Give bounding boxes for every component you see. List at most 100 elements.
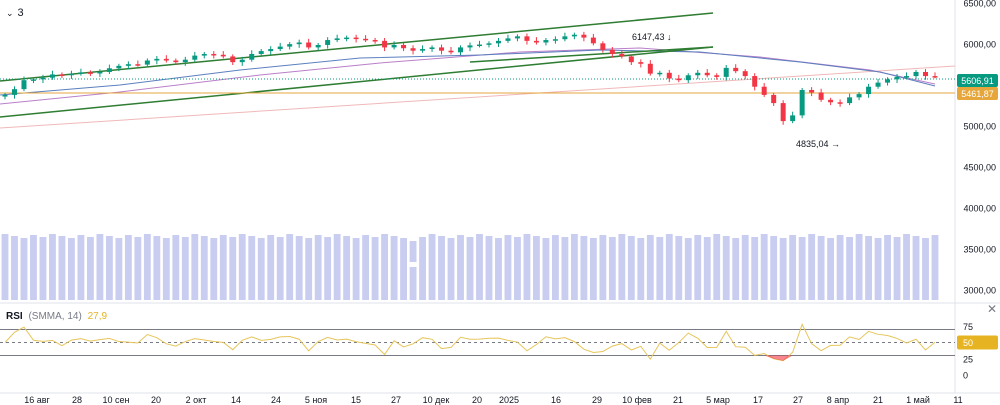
volume-bar bbox=[561, 237, 569, 300]
time-axis-label: 14 bbox=[231, 395, 241, 405]
volume-bar bbox=[400, 238, 407, 300]
level-price-badge bbox=[957, 87, 998, 100]
volume-bar bbox=[390, 236, 398, 300]
candle-body bbox=[695, 72, 701, 76]
volume-bar bbox=[827, 238, 835, 300]
candle-body bbox=[2, 94, 8, 97]
time-axis-label: 11 bbox=[953, 395, 962, 405]
candle-body bbox=[391, 44, 397, 48]
volume-bar bbox=[324, 237, 332, 300]
volume-bar bbox=[257, 238, 265, 300]
volume-bar bbox=[912, 236, 920, 300]
volume-bar bbox=[210, 238, 218, 300]
candle-body bbox=[420, 49, 426, 51]
candle-body bbox=[372, 40, 378, 42]
volume-bar bbox=[865, 236, 872, 300]
volume-bar bbox=[694, 235, 702, 300]
candle-body bbox=[173, 60, 179, 63]
low-annotation: 4835,04 → bbox=[796, 139, 840, 149]
candle-body bbox=[201, 53, 207, 56]
time-axis-label: 16 bbox=[551, 395, 561, 405]
rsi-badge-label: 50 bbox=[963, 338, 973, 348]
volume-bar bbox=[741, 235, 749, 300]
volume-bar bbox=[409, 241, 417, 300]
candle-body bbox=[552, 39, 558, 41]
time-axis-label: 16 авг bbox=[24, 395, 50, 405]
candle-body bbox=[638, 62, 644, 64]
time-axis-label: 2 окт bbox=[186, 395, 207, 405]
candle-body bbox=[742, 71, 748, 77]
volume-bar bbox=[172, 235, 180, 300]
rsi-badge bbox=[957, 335, 998, 350]
time-axis-label: 5 мар bbox=[706, 395, 730, 405]
volume-bar bbox=[514, 237, 521, 300]
volume-bar bbox=[352, 238, 360, 300]
volume-bar bbox=[200, 236, 208, 300]
candle-body bbox=[856, 94, 862, 98]
close-icon[interactable]: ✕ bbox=[986, 302, 998, 316]
rsi-tick-label: 0 bbox=[963, 371, 968, 381]
candle-body bbox=[486, 43, 492, 45]
time-axis-label: 21 bbox=[673, 395, 683, 405]
candle-body bbox=[97, 71, 103, 74]
pane-collapse-button[interactable]: ⌄ 3 bbox=[2, 5, 28, 21]
candle-body bbox=[182, 59, 188, 63]
time-axis-label: 17 bbox=[753, 395, 763, 405]
rsi-legend-value: 27,9 bbox=[87, 311, 108, 322]
volume-bar bbox=[11, 236, 18, 300]
volume-bar bbox=[751, 237, 759, 300]
candle-body bbox=[268, 49, 274, 52]
candle-body bbox=[761, 86, 767, 95]
time-axis-label: 24 bbox=[271, 395, 281, 405]
rsi-legend[interactable]: RSI (SMMA, 14) 27,9 bbox=[6, 311, 107, 323]
candlesticks bbox=[2, 31, 938, 125]
volume-bar bbox=[49, 234, 56, 300]
candle-body bbox=[315, 44, 321, 48]
volume-bar bbox=[570, 234, 578, 300]
candle-body bbox=[514, 36, 520, 39]
candle-body bbox=[68, 73, 74, 76]
candle-body bbox=[609, 49, 615, 54]
candle-body bbox=[875, 82, 881, 87]
candle-body bbox=[287, 44, 293, 47]
time-axis-label: 8 апр bbox=[827, 395, 849, 405]
volume-bar bbox=[637, 238, 645, 300]
candle-body bbox=[258, 51, 264, 54]
volume-bar bbox=[96, 234, 104, 300]
time-axis-label: 20 bbox=[151, 395, 161, 405]
candle-body bbox=[676, 78, 682, 81]
candle-body bbox=[154, 58, 160, 61]
candle-body bbox=[30, 79, 36, 81]
volume-bar bbox=[229, 237, 237, 300]
volume-bar bbox=[846, 237, 854, 300]
time-axis-label: 1 май bbox=[906, 395, 930, 405]
current-price-badge bbox=[957, 74, 998, 87]
candle-body bbox=[59, 74, 65, 76]
candle-body bbox=[780, 103, 786, 122]
trendline-segment bbox=[469, 46, 714, 63]
candle-body bbox=[847, 97, 853, 104]
volume-bar bbox=[381, 234, 389, 300]
candle-body bbox=[476, 44, 482, 47]
volume-bar bbox=[77, 235, 85, 300]
volume-bar bbox=[162, 238, 170, 300]
candle-body bbox=[714, 75, 720, 77]
time-axis-label: 29 bbox=[592, 395, 602, 405]
candle-body bbox=[733, 67, 739, 72]
volume-bar bbox=[798, 237, 806, 300]
pane-count: 3 bbox=[17, 7, 24, 19]
candle-body bbox=[439, 47, 445, 51]
time-axis-label: 15 bbox=[351, 395, 361, 405]
candle-body bbox=[296, 42, 302, 45]
price-tick-label: 3500,00 bbox=[963, 244, 996, 254]
candle-body bbox=[21, 80, 27, 90]
candle-body bbox=[790, 115, 796, 122]
candle-body bbox=[448, 50, 454, 53]
volume-bar bbox=[286, 234, 294, 300]
candle-body bbox=[818, 92, 824, 100]
time-axis-label: 20 bbox=[472, 395, 482, 405]
volume-bar bbox=[124, 235, 132, 300]
level-price-label: 5461,87 bbox=[961, 89, 994, 99]
